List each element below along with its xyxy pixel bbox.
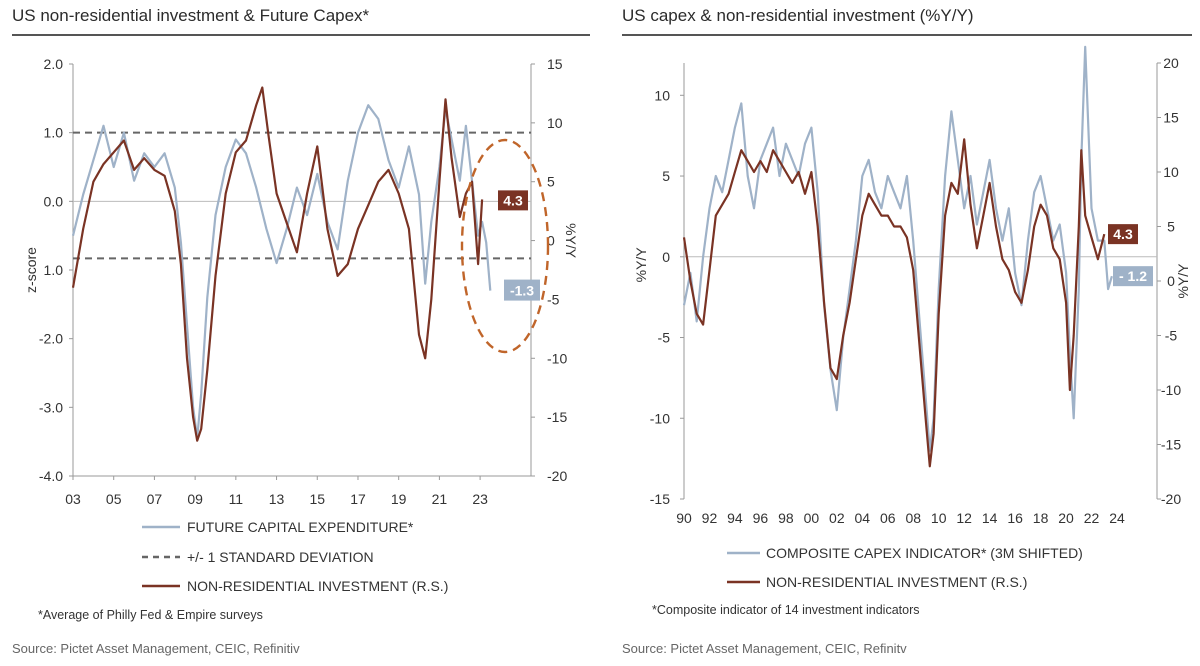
x-tick-label: 06 [880,510,896,526]
right-tick-label: -20 [1161,491,1181,507]
left-source: Source: Pictet Asset Management, CEIC, R… [12,641,300,656]
x-tick-label: 09 [187,491,203,507]
non-residential-investment-line [71,86,484,442]
capex-end-label: - 1.2 [1119,268,1147,284]
right-tick-label: 10 [547,115,563,131]
left-title-rule [12,34,590,36]
legend-std-dev-label: +/- 1 STANDARD DEVIATION [187,549,374,565]
right-tick-label: -5 [547,291,560,307]
x-tick-label: 14 [982,510,998,526]
left-axis-title: %Y/Y [633,247,649,283]
legend-capex-label: COMPOSITE CAPEX INDICATOR* (3M SHIFTED) [766,545,1083,561]
right-tick-label: -20 [547,468,567,484]
left-footnote: *Average of Philly Fed & Empire surveys [38,608,263,622]
investment-end-label: 4.3 [503,192,523,208]
x-tick-label: 21 [432,491,448,507]
right-tick-label: -10 [1161,382,1181,398]
x-tick-label: 19 [391,491,407,507]
right-source: Source: Pictet Asset Management, CEIC, R… [622,641,907,656]
x-tick-label: 10 [931,510,947,526]
right-footnote: *Composite indicator of 14 investment in… [652,603,920,617]
right-tick-label: -5 [1165,328,1178,344]
left-chart-title: US non-residential investment & Future C… [12,6,370,25]
non-residential-investment-line [682,138,1106,468]
future-capex-line [71,104,492,440]
x-tick-label: 23 [472,491,488,507]
left-tick-label: 0.0 [44,193,64,209]
x-tick-label: 02 [829,510,845,526]
x-tick-label: 04 [855,510,871,526]
right-tick-label: 0 [1167,273,1175,289]
right-tick-label: 15 [547,56,563,72]
right-tick-label: -10 [547,350,567,366]
right-axis-title: %Y/Y [1175,263,1191,299]
composite-capex-line [682,45,1113,452]
left-tick-label: -2.0 [39,331,63,347]
left-tick-label: 5 [662,168,670,184]
right-tick-label: -15 [1161,437,1181,453]
x-tick-label: 92 [702,510,718,526]
capex-end-label: -1.3 [510,283,534,299]
right-tick-label: 15 [1163,110,1179,126]
left-tick-label: 10 [654,87,670,103]
right-title-rule [622,34,1192,36]
investment-end-label: 4.3 [1113,226,1133,242]
x-tick-label: 00 [804,510,820,526]
right-tick-label: 0 [547,233,555,249]
left-tick-label: 1.0 [44,262,64,278]
right-tick-label: 5 [547,174,555,190]
left-tick-label: 2.0 [44,56,64,72]
x-tick-label: 24 [1109,510,1125,526]
x-tick-label: 05 [106,491,122,507]
x-tick-label: 94 [727,510,743,526]
right-tick-label: 5 [1167,219,1175,235]
right-tick-label: 20 [1163,55,1179,71]
left-tick-label: 0 [662,249,670,265]
x-tick-label: 90 [676,510,692,526]
right-chart-title: US capex & non-residential investment (%… [622,6,974,25]
left-chart: 2.0 1.0 0.0 1.0 -2.0 -3.0 -4.0 15 10 5 0 -5 -10 -15 -2… [23,56,579,594]
capex-end-label-box [504,279,540,301]
left-tick-label: -4.0 [39,468,63,484]
x-tick-label: 16 [1007,510,1023,526]
x-tick-label: 18 [1033,510,1049,526]
left-tick-label: -10 [650,410,670,426]
x-tick-label: 98 [778,510,794,526]
right-tick-label: -15 [547,409,567,425]
x-tick-label: 17 [350,491,366,507]
x-tick-label: 22 [1084,510,1100,526]
left-tick-label: -5 [658,330,671,346]
left-tick-label: -3.0 [39,399,63,415]
legend-investment-label: NON-RESIDENTIAL INVESTMENT (R.S.) [187,578,448,594]
investment-end-label-box [498,190,528,211]
x-tick-label: 08 [905,510,921,526]
x-tick-label: 07 [147,491,163,507]
capex-end-label-box [1113,266,1153,287]
x-tick-label: 03 [65,491,81,507]
left-axis-title: z-score [23,247,39,293]
x-tick-label: 15 [309,491,325,507]
legend-investment-label: NON-RESIDENTIAL INVESTMENT (R.S.) [766,574,1027,590]
x-tick-label: 13 [269,491,285,507]
x-tick-label: 96 [753,510,769,526]
right-chart: 10 5 0 -5 -10 -15 20 15 10 5 0 -5 -10 -15 -20 90 92 94 96 9… [633,45,1191,590]
right-axis-title: %Y/Y [563,223,579,259]
x-tick-label: 20 [1058,510,1074,526]
investment-end-label-box [1108,224,1138,245]
legend-capex-label: FUTURE CAPITAL EXPENDITURE* [187,519,414,535]
left-tick-label: -15 [650,491,670,507]
x-tick-label: 12 [956,510,972,526]
x-tick-label: 11 [229,491,244,507]
left-tick-label: 1.0 [44,125,64,141]
highlight-oval [460,138,550,354]
right-tick-label: 10 [1163,164,1179,180]
